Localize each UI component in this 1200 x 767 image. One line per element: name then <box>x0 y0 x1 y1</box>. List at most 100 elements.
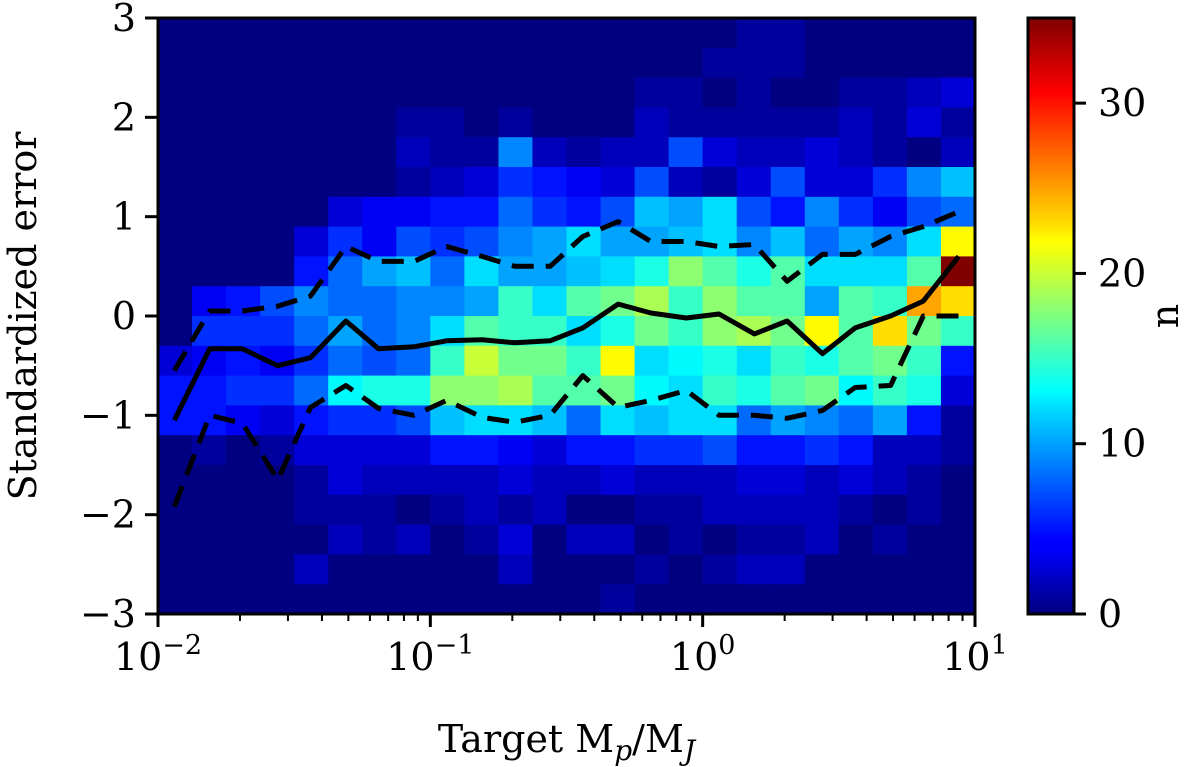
heatmap-cell <box>226 107 261 138</box>
heatmap-cell <box>736 137 772 168</box>
heatmap-cell <box>736 494 772 526</box>
heatmap-cell <box>872 584 908 615</box>
colorbar-tick-label: 30 <box>1098 81 1146 125</box>
heatmap-cell <box>498 167 534 198</box>
heatmap-cell <box>566 435 602 466</box>
y-axis-title: Standardized error <box>1 131 45 501</box>
heatmap-cell <box>804 465 840 496</box>
y-tick-label: 2 <box>112 95 136 139</box>
heatmap-cell <box>396 554 431 585</box>
heatmap-cell <box>158 435 193 466</box>
heatmap-cell <box>498 137 534 168</box>
heatmap-cell <box>906 167 942 198</box>
heatmap-cell <box>634 465 670 496</box>
heatmap-cell <box>192 196 227 228</box>
x-axis-title-main: Target M <box>438 717 614 761</box>
heatmap-cell <box>260 584 295 615</box>
heatmap-cell <box>838 554 874 585</box>
heatmap-cell <box>464 286 500 317</box>
heatmap-cell <box>328 524 363 555</box>
heatmap-cell <box>464 465 500 496</box>
heatmap-cell <box>396 435 431 466</box>
heatmap-cell <box>838 316 874 347</box>
heatmap-cell <box>702 77 738 108</box>
heatmap-cell <box>736 584 772 615</box>
heatmap-cell <box>328 196 363 228</box>
heatmap-cell <box>634 584 670 615</box>
heatmap-cell <box>940 226 976 257</box>
heatmap-cell <box>804 584 840 615</box>
heatmap-cell <box>158 226 193 257</box>
heatmap-cell <box>192 584 227 615</box>
heatmap-cell <box>872 196 908 228</box>
heatmap-cell <box>260 256 295 287</box>
heatmap-cell <box>328 286 363 317</box>
heatmap-cell <box>362 167 397 198</box>
heatmap-cell <box>566 465 602 496</box>
heatmap-cell <box>464 226 500 257</box>
heatmap-cell <box>192 465 227 496</box>
heatmap-cell <box>294 77 329 108</box>
heatmap-cell <box>634 77 670 108</box>
heatmap-cell <box>226 554 261 585</box>
heatmap-cell <box>430 554 465 585</box>
heatmap-cell <box>396 465 431 496</box>
heatmap-cell <box>770 77 806 108</box>
heatmap-cell <box>702 137 738 168</box>
heatmap-cell <box>294 167 329 198</box>
heatmap-cell <box>906 77 942 108</box>
heatmap-cell <box>430 77 465 108</box>
heatmap-cell <box>736 77 772 108</box>
heatmap-cell <box>158 256 193 287</box>
heatmap-cell <box>192 47 227 79</box>
heatmap-cell <box>192 77 227 108</box>
heatmap-cell <box>906 584 942 615</box>
heatmap-cell <box>736 107 772 138</box>
heatmap-cell <box>702 405 738 436</box>
heatmap-cell <box>396 137 431 168</box>
heatmap-cell <box>804 167 840 198</box>
heatmap-cell <box>838 47 874 79</box>
heatmap-cell <box>600 405 636 436</box>
heatmap-cell <box>736 375 772 406</box>
colorbar-gradient <box>1028 18 1074 614</box>
heatmap-cell <box>464 435 500 466</box>
heatmap-cell <box>668 18 704 49</box>
x-axis-title-mid: /M <box>632 717 684 761</box>
heatmap-cell <box>532 226 568 257</box>
heatmap-cell <box>600 256 636 287</box>
heatmap-cell <box>600 167 636 198</box>
heatmap-cell <box>158 524 193 555</box>
heatmap-cell <box>260 524 295 555</box>
colorbar: 0 10 20 30 n <box>1026 16 1187 636</box>
heatmap-cell <box>294 465 329 496</box>
heatmap-cell <box>838 584 874 615</box>
heatmap-cell <box>566 286 602 317</box>
heatmap-cell <box>804 77 840 108</box>
heatmap-cell <box>872 256 908 287</box>
heatmap-cell <box>804 137 840 168</box>
heatmap-cell <box>804 107 840 138</box>
heatmap-cell <box>736 345 772 377</box>
heatmap-cell <box>362 465 397 496</box>
heatmap-cell <box>940 375 976 406</box>
heatmap-cell <box>702 584 738 615</box>
heatmap-cell <box>192 435 227 466</box>
heatmap-cell <box>566 107 602 138</box>
heatmap-cell <box>668 524 704 555</box>
heatmap-cell <box>498 196 534 228</box>
heatmap-cell <box>430 494 465 526</box>
heatmap-cell <box>226 137 261 168</box>
heatmap-cell <box>498 18 534 49</box>
heatmap-cell <box>328 167 363 198</box>
heatmap-cell <box>294 435 329 466</box>
heatmap-cell <box>838 465 874 496</box>
heatmap-cell <box>940 47 976 79</box>
heatmap-cell <box>226 316 261 347</box>
heatmap-cell <box>940 196 976 228</box>
heatmap <box>158 18 976 615</box>
heatmap-cell <box>260 77 295 108</box>
heatmap-cell <box>770 18 806 49</box>
